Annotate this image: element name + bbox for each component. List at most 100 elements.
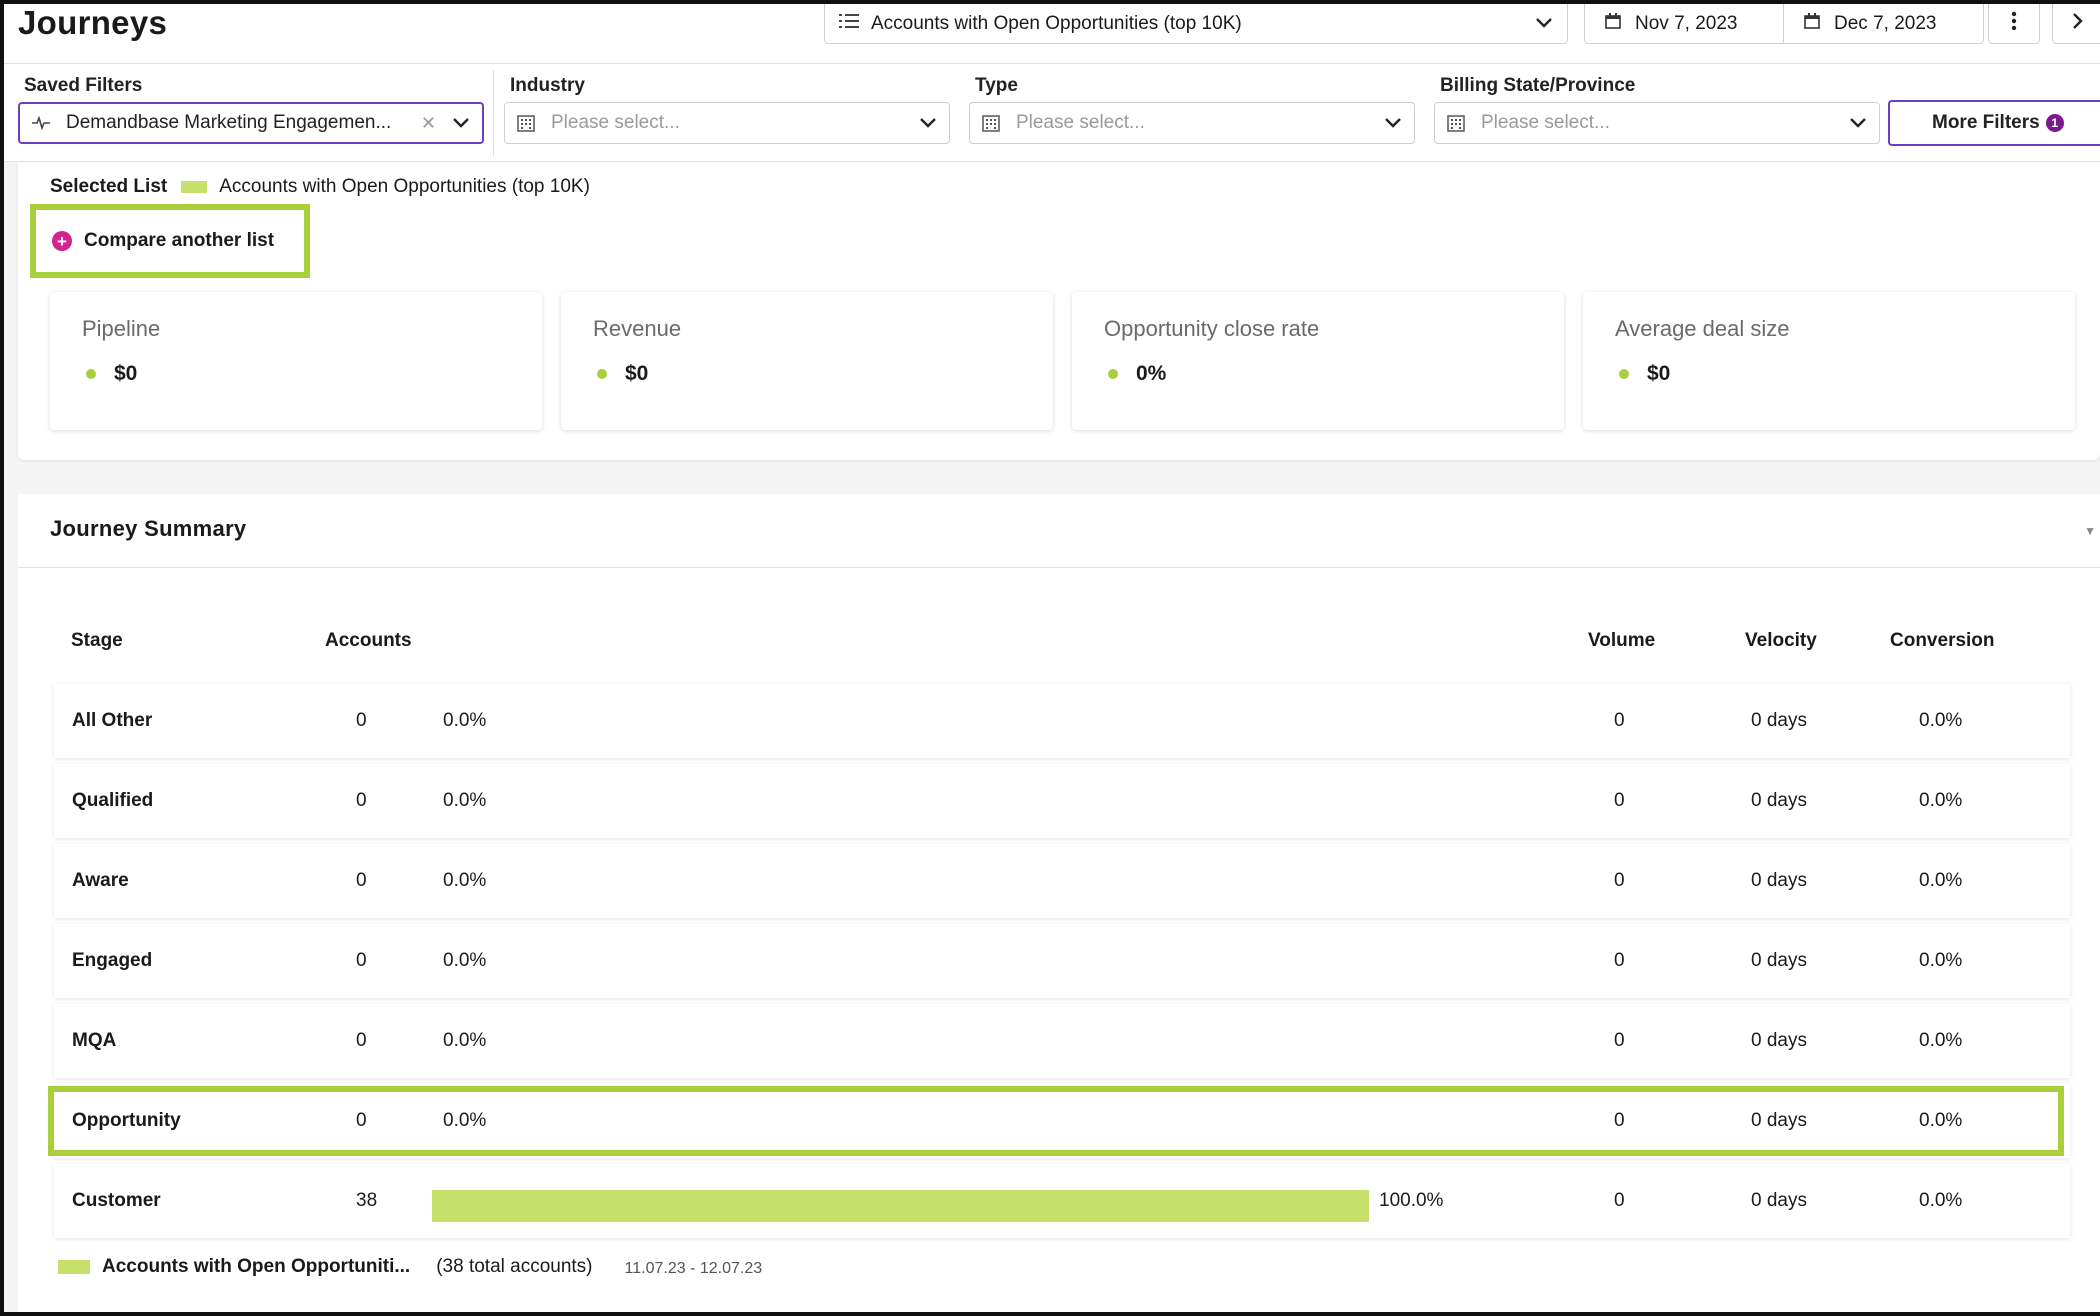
type-placeholder: Please select... [1016,112,1145,133]
journey-row[interactable]: Opportunity 0 0.0% 0 0 days 0.0% [54,1084,2070,1158]
saved-filters-select[interactable]: Demandbase Marketing Engagemen... ✕ [18,102,484,144]
row-percentage: 0.0% [443,1110,487,1131]
row-stage: Qualified [72,790,154,811]
journey-summary-title: Journey Summary [50,516,247,541]
row-accounts: 0 [356,1110,367,1131]
row-accounts: 0 [356,1030,367,1051]
row-percentage: 100.0% [1379,1190,1444,1211]
date-end-value: Dec 7, 2023 [1834,12,1937,34]
top-bar: Journeys Accounts with Open Opportunitie… [4,4,2100,64]
kpi-value: $0 [86,362,137,386]
kpi-value: $0 [597,362,648,386]
accounts-bar [432,1190,1369,1222]
column-header-stage: Stage [71,630,123,651]
series-dot [86,369,96,379]
row-velocity: 0 days [1751,790,1807,811]
highlight-opportunity-row [48,1086,2064,1156]
clear-icon[interactable]: ✕ [420,112,436,133]
legend-total-accounts: (38 total accounts) [436,1256,593,1277]
column-header-velocity: Velocity [1745,630,1817,651]
building-icon [517,114,537,132]
kpi-value-text: $0 [1647,362,1671,385]
list-selector[interactable]: Accounts with Open Opportunities (top 10… [824,4,1568,44]
journey-row[interactable]: All Other 0 0.0% 0 0 days 0.0% [54,684,2070,758]
kpi-value-text: $0 [625,362,649,385]
row-velocity: 0 days [1751,1190,1807,1211]
kebab-icon [2011,11,2017,36]
kpi-card-close-rate: Opportunity close rate 0% [1072,292,1564,430]
date-start-picker[interactable]: Nov 7, 2023 [1584,4,1784,44]
more-options-button[interactable] [1988,4,2040,44]
date-end-picker[interactable]: Dec 7, 2023 [1784,4,1984,44]
list-icon [839,13,861,35]
chevron-right-icon [2072,12,2084,35]
journey-row[interactable]: MQA 0 0.0% 0 0 days 0.0% [54,1004,2070,1078]
building-icon [1447,114,1467,132]
row-stage: Opportunity [72,1110,181,1131]
row-volume: 0 [1614,950,1625,971]
type-select[interactable]: Please select... [969,102,1415,144]
row-volume: 0 [1614,1190,1625,1211]
column-header-conversion: Conversion [1890,630,1995,651]
caret-down-icon[interactable]: ▼ [2084,524,2096,538]
row-stage: MQA [72,1030,117,1051]
activity-icon [32,116,52,130]
row-conversion: 0.0% [1919,1110,1963,1131]
calendar-icon [1605,12,1621,35]
journey-row[interactable]: Engaged 0 0.0% 0 0 days 0.0% [54,924,2070,998]
row-percentage: 0.0% [443,950,487,971]
compare-label: Compare another list [84,230,275,251]
saved-filters-label: Saved Filters [24,75,143,96]
compare-another-list-button[interactable]: + Compare another list [30,204,310,278]
kpi-value: 0% [1108,362,1166,386]
chevron-down-icon [452,117,470,129]
series-dot [1619,369,1629,379]
journey-row[interactable]: Aware 0 0.0% 0 0 days 0.0% [54,844,2070,918]
industry-select[interactable]: Please select... [504,102,950,144]
row-stage: Engaged [72,950,153,971]
page-title: Journeys [18,4,168,41]
row-velocity: 0 days [1751,870,1807,891]
list-selector-value: Accounts with Open Opportunities (top 10… [871,12,1242,34]
row-accounts: 0 [356,950,367,971]
row-conversion: 0.0% [1919,710,1963,731]
billing-state-select[interactable]: Please select... [1434,102,1880,144]
industry-filter: Industry Please select... [504,72,950,144]
industry-placeholder: Please select... [551,112,680,133]
chevron-down-icon [1535,13,1553,35]
row-percentage: 0.0% [443,1030,487,1051]
kpi-value: $0 [1619,362,1670,386]
kpi-title: Opportunity close rate [1104,316,1320,341]
row-stage: Aware [72,870,129,891]
journey-row[interactable]: Qualified 0 0.0% 0 0 days 0.0% [54,764,2070,838]
selected-list-label: Selected List [50,176,168,197]
date-start-value: Nov 7, 2023 [1635,12,1738,34]
billing-state-placeholder: Please select... [1481,112,1610,133]
kpi-title: Average deal size [1615,316,1790,341]
chevron-down-icon [919,117,937,129]
row-percentage: 0.0% [443,870,487,891]
row-accounts: 0 [356,710,367,731]
filter-bar: Saved Filters Demandbase Marketing Engag… [4,64,2100,162]
row-percentage: 0.0% [443,790,487,811]
kpi-card-deal-size: Average deal size $0 [1583,292,2075,430]
journey-summary-header[interactable]: Journey Summary ▼ [18,494,2100,568]
legend-date-range: 11.07.23 - 12.07.23 [624,1260,763,1277]
row-velocity: 0 days [1751,1030,1807,1051]
kpi-card-pipeline: Pipeline $0 [50,292,542,430]
journey-row[interactable]: Customer 38 100.0% 0 0 days 0.0% [54,1164,2070,1238]
next-button[interactable] [2052,4,2100,44]
kpi-value-text: $0 [114,362,138,385]
row-velocity: 0 days [1751,710,1807,731]
row-volume: 0 [1614,710,1625,731]
selected-list-name: Accounts with Open Opportunities (top 10… [219,176,590,197]
saved-filters-value: Demandbase Marketing Engagemen... [66,112,392,133]
row-volume: 0 [1614,790,1625,811]
row-conversion: 0.0% [1919,870,1963,891]
row-conversion: 0.0% [1919,1190,1963,1211]
row-volume: 0 [1614,870,1625,891]
type-label: Type [975,75,1018,96]
more-filters-button[interactable]: More Filters 1 [1888,100,2100,146]
billing-state-label: Billing State/Province [1440,75,1636,96]
series-dot [597,369,607,379]
